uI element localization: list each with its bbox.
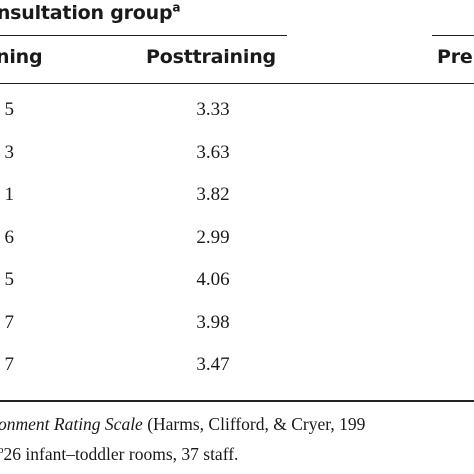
table-cell-pretraining: 1	[4, 184, 15, 205]
group-title-text: onsultation group	[0, 2, 173, 24]
column-header-posttraining: Posttraining	[146, 46, 276, 68]
table-cell-pretraining: 3	[4, 142, 15, 163]
table-cell-posttraining: 2.99	[196, 227, 230, 248]
footnote-scale-name: onment Rating Scale	[0, 414, 143, 434]
column-header-pretraining: ning	[0, 46, 43, 68]
table-cell-pretraining: 5	[4, 269, 15, 290]
footnote-sample-text: 26 infant–toddler rooms, 37 staff.	[3, 444, 239, 464]
table-cell-posttraining: 3.47	[196, 354, 230, 375]
table-cell-posttraining: 3.63	[196, 142, 230, 163]
header-divider	[0, 83, 474, 84]
footnote-citation: (Harms, Clifford, & Cryer, 199	[142, 414, 366, 434]
table-cell-posttraining: 3.33	[196, 99, 230, 120]
group-underline-right	[432, 35, 474, 36]
table-cell-pretraining: 6	[4, 227, 15, 248]
table-cell-posttraining: 3.82	[196, 184, 230, 205]
table-cell-pretraining: 7	[4, 354, 15, 375]
table-cell-pretraining: 7	[4, 312, 15, 333]
footnote-marker: b	[0, 444, 4, 457]
table-cell-pretraining: 5	[4, 99, 15, 120]
table-cell-posttraining: 4.06	[196, 269, 230, 290]
table-cell-posttraining: 3.98	[196, 312, 230, 333]
footnote-line-2: b26 infant–toddler rooms, 37 staff.	[0, 444, 238, 465]
column-header-pre: Pre	[437, 46, 473, 68]
footnote-line-1: onment Rating Scale (Harms, Clifford, & …	[0, 414, 365, 435]
group-title: onsultation groupa	[0, 2, 180, 24]
group-underline	[0, 35, 287, 36]
group-title-footnote-marker: a	[172, 0, 181, 15]
table-bottom-rule	[0, 400, 474, 402]
